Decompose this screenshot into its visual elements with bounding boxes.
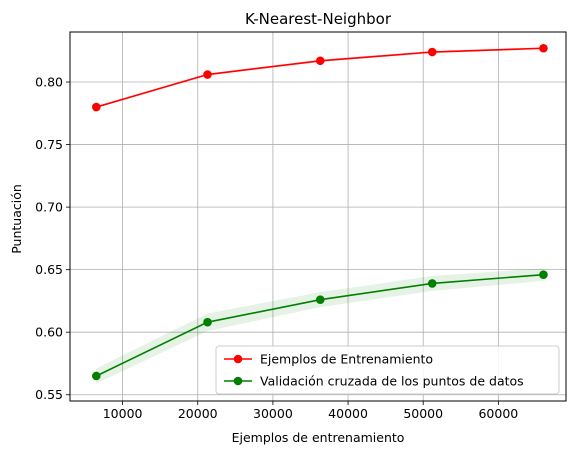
y-axis-label: Puntuación (9, 184, 24, 254)
legend-box (215, 345, 560, 395)
y-tick-label: 0.55 (35, 387, 63, 402)
series-2-point (203, 317, 212, 327)
x-tick-label: 50000 (403, 406, 443, 421)
series-1-point (315, 56, 325, 66)
y-tick-label: 0.80 (35, 75, 63, 90)
y-tick-label: 0.70 (35, 200, 63, 215)
x-tick-label: 30000 (253, 406, 293, 421)
series-1-point (427, 47, 437, 57)
series-2-band (96, 268, 544, 384)
x-axis-ticks: 10000 20000 30000 40000 50000 60000 (103, 401, 518, 421)
legend-swatch-marker (233, 354, 243, 364)
x-tick-label: 10000 (103, 406, 143, 421)
legend: Ejemplos de Entrenamiento Validación cruz… (215, 345, 560, 395)
series-1-point (203, 70, 212, 79)
x-axis-label: Ejemplos de entrenamiento (232, 430, 405, 445)
grid-lines (70, 32, 566, 401)
confidence-bands (96, 47, 544, 384)
legend-label: Validación cruzada de los puntos de dato… (260, 374, 524, 389)
y-tick-label: 0.65 (35, 262, 63, 277)
x-tick-label: 60000 (478, 406, 518, 421)
series-1-band (96, 47, 544, 109)
y-tick-label: 0.60 (35, 325, 63, 340)
series-2-point (539, 270, 548, 279)
plot-frame (69, 31, 567, 402)
y-tick-label: 0.75 (35, 137, 63, 152)
series-points (92, 43, 548, 381)
series-1-point (539, 43, 548, 53)
series-1-point (92, 102, 101, 112)
x-tick-label: 20000 (178, 406, 218, 421)
legend-label: Ejemplos de Entrenamiento (260, 352, 433, 367)
series-2-point (315, 295, 325, 304)
legend-swatch-marker (233, 376, 243, 386)
chart-title: K-Nearest-Neighbor (245, 10, 392, 28)
series-2-point (92, 371, 101, 381)
y-axis-ticks: 0.55 0.60 0.65 0.70 0.75 0.80 (35, 75, 70, 402)
x-tick-label: 40000 (328, 406, 368, 421)
series-lines (95, 47, 544, 377)
series-2-point (427, 279, 437, 288)
